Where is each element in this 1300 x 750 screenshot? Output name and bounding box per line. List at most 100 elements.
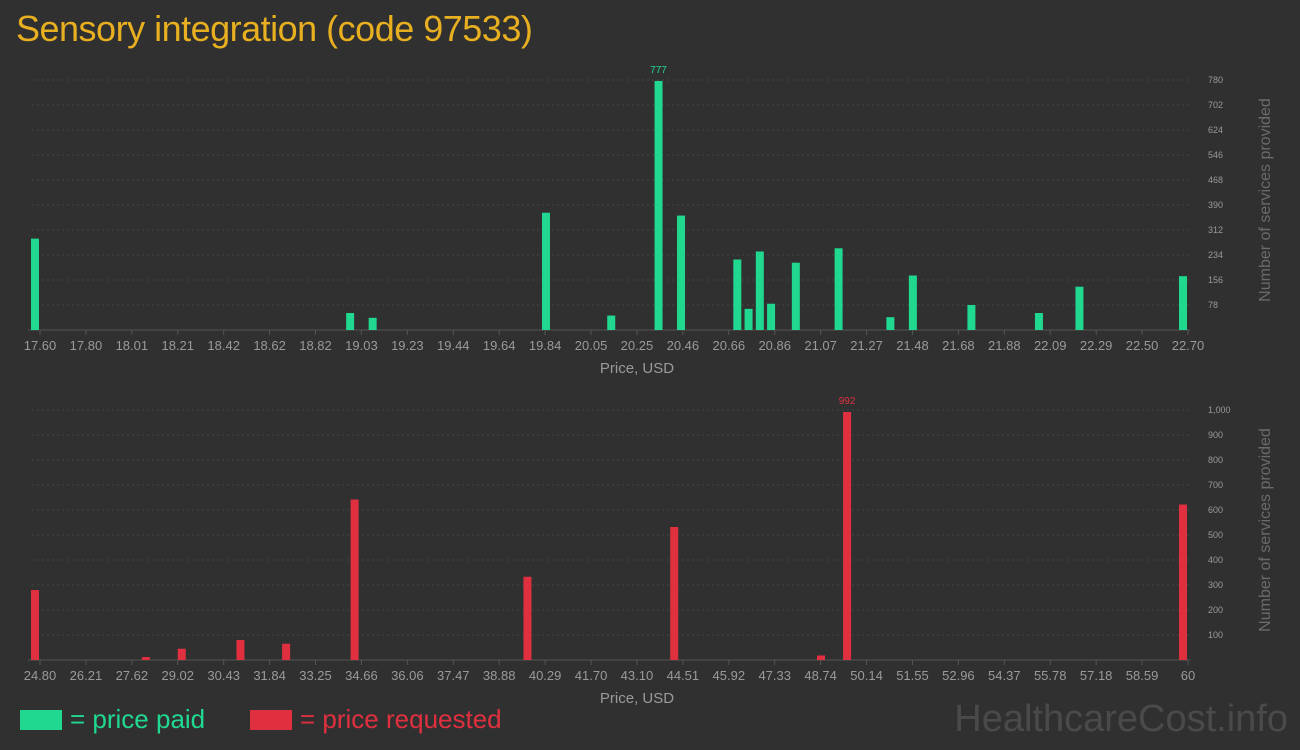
bar — [886, 317, 895, 330]
x-tick-label: 51.55 — [896, 668, 929, 683]
y-tick-label: 624 — [1208, 125, 1223, 135]
x-tick-label: 19.23 — [391, 338, 424, 353]
x-tick-label: 18.82 — [299, 338, 332, 353]
bar — [967, 305, 976, 330]
y-tick-label: 300 — [1208, 580, 1223, 590]
x-tick-label: 31.84 — [253, 668, 286, 683]
bar — [767, 303, 776, 330]
bar — [368, 317, 377, 330]
bar — [843, 412, 852, 660]
y-tick-label: 702 — [1208, 100, 1223, 110]
x-tick-label: 19.64 — [483, 338, 516, 353]
x-tick-label: 45.92 — [713, 668, 746, 683]
x-tick-label: 19.03 — [345, 338, 378, 353]
x-tick-label: 44.51 — [667, 668, 700, 683]
x-axis-label: Price, USD — [600, 690, 674, 707]
x-tick-label: 47.33 — [758, 668, 791, 683]
x-tick-label: 20.25 — [621, 338, 654, 353]
bar — [744, 308, 753, 330]
price-requested-chart: 100 200 300 400 500 600 700 800 900 1,000 24.80 26.… — [24, 396, 1274, 707]
bar — [755, 251, 764, 330]
bar — [1179, 504, 1187, 660]
x-tick-label: 18.42 — [207, 338, 240, 353]
bar — [350, 499, 359, 660]
bar — [670, 527, 679, 660]
y-tick-label: 700 — [1208, 480, 1223, 490]
x-tick-label: 48.74 — [804, 668, 837, 683]
x-tick-label: 22.09 — [1034, 338, 1067, 353]
page-title: Sensory integration (code 97533) — [16, 8, 533, 49]
x-tick-label: 22.50 — [1126, 338, 1159, 353]
legend-label-paid: = price paid — [70, 704, 206, 734]
x-tick-label: 30.43 — [207, 668, 240, 683]
y-tick-label: 800 — [1208, 455, 1223, 465]
x-tick-label: 33.25 — [299, 668, 332, 683]
y-tick-label: 1,000 — [1208, 405, 1231, 415]
x-tick-label: 36.06 — [391, 668, 424, 683]
bar — [1034, 313, 1043, 330]
bar — [282, 643, 291, 660]
price-paid-chart: 78 156 234 312 390 468 546 624 702 780 17.60 17.80 1… — [24, 65, 1274, 377]
x-tick-label: 43.10 — [621, 668, 654, 683]
x-tick-label: 21.27 — [850, 338, 883, 353]
legend-label-requested: = price requested — [300, 704, 502, 734]
legend-price-paid: = price paid — [20, 704, 205, 735]
y-tick-label: 200 — [1208, 605, 1223, 615]
y-tick-label: 546 — [1208, 150, 1223, 160]
x-tick-label: 37.47 — [437, 668, 470, 683]
y-tick-label: 900 — [1208, 430, 1223, 440]
bar — [816, 655, 825, 660]
bar — [346, 313, 355, 330]
x-tick-label: 29.02 — [161, 668, 194, 683]
bar — [733, 259, 742, 330]
bar — [607, 315, 616, 330]
x-tick-label: 18.21 — [161, 338, 194, 353]
x-tick-label: 20.46 — [667, 338, 700, 353]
x-tick-label: 17.80 — [70, 338, 103, 353]
peak-value-label: 777 — [650, 65, 667, 76]
y-tick-label: 780 — [1208, 75, 1223, 85]
y-tick-label: 100 — [1208, 630, 1223, 640]
x-tick-label: 18.62 — [253, 338, 286, 353]
x-tick-label: 54.37 — [988, 668, 1021, 683]
y-tick-label: 156 — [1208, 275, 1223, 285]
x-tick-label: 22.29 — [1080, 338, 1113, 353]
peak-value-label: 992 — [839, 396, 856, 407]
x-tick-label: 22.70 — [1172, 338, 1205, 353]
bar — [791, 262, 800, 330]
x-tick-label: 19.44 — [437, 338, 470, 353]
x-tick-label: 21.88 — [988, 338, 1021, 353]
x-tick-label: 52.96 — [942, 668, 975, 683]
bar — [1179, 276, 1187, 330]
x-axis-label: Price, USD — [600, 360, 674, 377]
x-tick-label: 20.86 — [758, 338, 791, 353]
bar — [177, 648, 186, 660]
x-tick-label: 26.21 — [70, 668, 103, 683]
x-tick-label: 34.66 — [345, 668, 378, 683]
y-tick-label: 390 — [1208, 200, 1223, 210]
x-tick-label: 19.84 — [529, 338, 562, 353]
y-tick-label: 78 — [1208, 300, 1218, 310]
x-tick-label: 24.80 — [24, 668, 57, 683]
x-tick-label: 60 — [1181, 668, 1195, 683]
bar — [541, 212, 550, 330]
legend-swatch-paid — [20, 709, 62, 730]
bar — [31, 590, 39, 660]
x-tick-label: 27.62 — [116, 668, 149, 683]
x-tick-label: 50.14 — [850, 668, 883, 683]
x-tick-label: 17.60 — [24, 338, 57, 353]
y-axis-label: Number of services provided — [1257, 98, 1274, 302]
bar — [654, 80, 663, 330]
x-tick-label: 38.88 — [483, 668, 516, 683]
x-tick-label: 21.07 — [804, 338, 837, 353]
watermark: HealthcareCost.info — [954, 698, 1288, 740]
x-tick-label: 55.78 — [1034, 668, 1067, 683]
x-tick-label: 20.05 — [575, 338, 608, 353]
x-tick-label: 21.48 — [896, 338, 929, 353]
bar — [523, 576, 532, 660]
x-tick-label: 57.18 — [1080, 668, 1113, 683]
x-tick-label: 18.01 — [116, 338, 149, 353]
legend-swatch-requested — [250, 709, 292, 730]
x-tick-label: 20.66 — [713, 338, 746, 353]
